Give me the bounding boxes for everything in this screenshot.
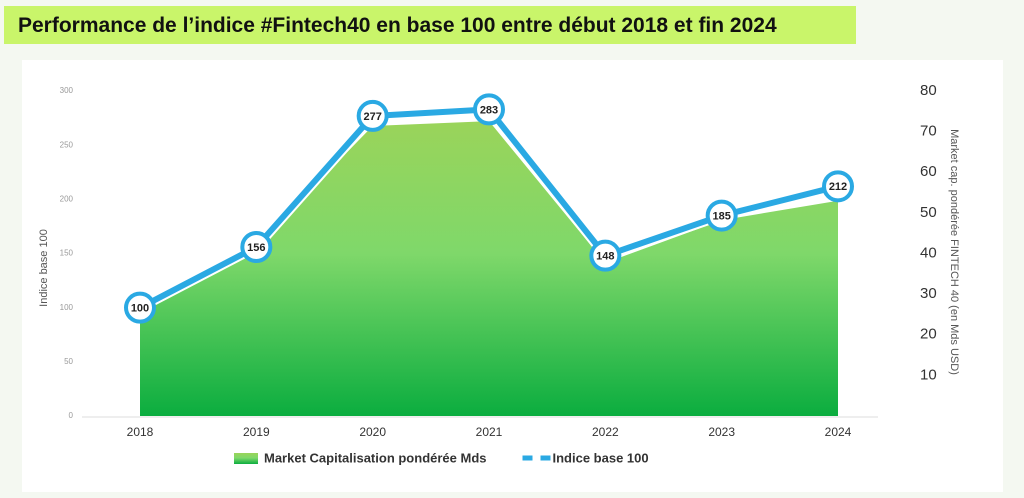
legend-label: Indice base 100 [553, 450, 649, 465]
y2-tick-label: 70 [920, 123, 937, 140]
x-tick-label: 2023 [708, 425, 735, 439]
legend-swatch [234, 453, 258, 464]
point-marker [822, 170, 854, 203]
y2-tick-label: 10 [920, 366, 937, 383]
point-marker [473, 93, 505, 126]
area [140, 121, 838, 416]
point-marker [589, 239, 622, 272]
data-label: 148 [596, 251, 614, 263]
y2-tick-label: 60 [920, 163, 937, 180]
legend-swatch [532, 455, 541, 461]
y-tick-label: 300 [60, 86, 74, 95]
x-tick-label: 2018 [127, 425, 154, 439]
y-tick-label: 150 [60, 249, 74, 258]
y-axis-label: Indice base 100 [38, 229, 50, 307]
y2-tick-label: 80 [920, 82, 937, 99]
data-label: 277 [363, 111, 381, 123]
point-marker [240, 231, 273, 263]
y2-axis-label: Market cap. pondérée FINTECH 40 (en Mds … [948, 129, 960, 375]
y-tick-label: 100 [60, 303, 74, 312]
y-tick-label: 250 [60, 140, 74, 149]
y2-tick-label: 20 [920, 326, 937, 343]
data-label: 185 [712, 210, 730, 222]
y2-tick-label: 40 [920, 244, 937, 261]
x-tick-label: 2024 [825, 425, 852, 439]
y2-tick-label: 30 [920, 285, 937, 302]
legend-label: Market Capitalisation pondérée Mds [264, 450, 487, 465]
x-tick-label: 2019 [243, 425, 270, 439]
data-label: 212 [829, 181, 847, 193]
y2-tick-label: 50 [920, 204, 937, 221]
point-marker [356, 99, 389, 132]
point-marker [705, 199, 738, 232]
x-tick-label: 2020 [359, 425, 386, 439]
point-marker [124, 291, 156, 324]
y-tick-label: 0 [69, 411, 74, 420]
x-tick-label: 2021 [476, 425, 503, 439]
data-label: 100 [131, 303, 149, 315]
y-tick-label: 200 [60, 194, 74, 203]
y-tick-label: 50 [64, 357, 73, 366]
data-label: 156 [247, 242, 265, 254]
x-tick-label: 2022 [592, 425, 619, 439]
chart-title: Performance de l’indice #Fintech40 en ba… [18, 14, 777, 37]
data-label: 283 [480, 104, 498, 116]
title-box: Performance de l’indice #Fintech40 en ba… [4, 6, 856, 44]
